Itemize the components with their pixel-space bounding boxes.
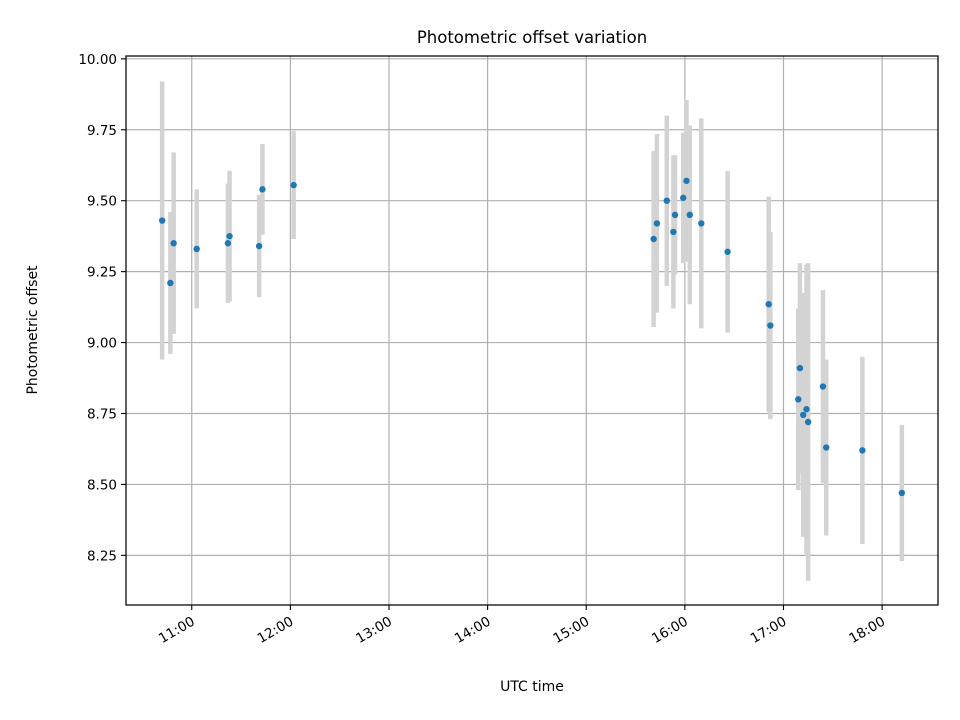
data-point [765,301,772,308]
x-axis-title: UTC time [500,679,564,695]
y-tick-label: 9.25 [87,265,117,281]
data-point [653,220,661,227]
data-point [167,279,174,287]
y-tick-label: 8.75 [87,406,117,422]
data-point [795,396,802,403]
data-point [823,444,830,451]
data-point [670,228,677,236]
data-point [650,235,657,243]
data-point [255,242,263,250]
data-point [898,489,906,497]
data-point [224,240,232,247]
data-point [259,186,266,193]
data-points [158,177,906,497]
data-point [683,177,690,185]
y-tick-label: 8.50 [87,477,117,493]
y-tick-label: 9.50 [87,194,117,210]
y-axis-title: Photometric offset [25,265,41,395]
data-point [290,181,297,189]
data-point [859,447,866,454]
y-tick-label: 8.25 [87,548,117,564]
data-point [803,406,810,413]
data-point [671,211,679,219]
data-point [193,245,200,253]
y-axis-ticks: 8.25 8.50 8.75 9.00 9.25 9.50 9.75 10.00 [78,52,126,564]
data-point [226,232,233,240]
chart-title: Photometric offset variation [417,28,647,47]
y-tick-label: 9.75 [87,123,117,139]
data-point [698,220,705,227]
data-point [158,217,166,224]
data-point [170,240,177,247]
y-tick-label: 9.00 [87,336,117,352]
data-point [796,364,804,372]
plot-area [126,56,938,605]
data-point [680,194,687,202]
data-point [819,383,827,390]
data-point [800,411,807,419]
data-point [767,322,774,329]
data-point [686,211,693,219]
y-tick-label: 10.00 [78,52,117,68]
data-point [663,197,670,204]
data-point [724,248,731,255]
plot-frame [125,55,939,606]
data-point [804,418,812,426]
